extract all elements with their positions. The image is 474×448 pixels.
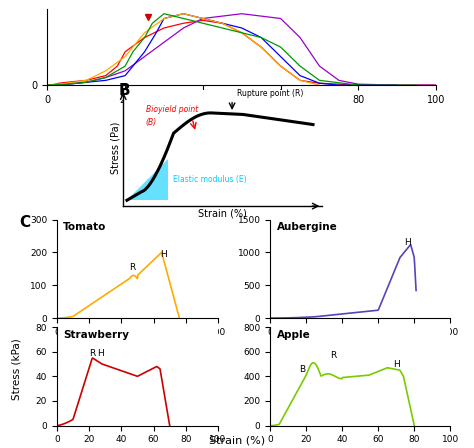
Text: R: R (330, 351, 337, 360)
Text: Apple: Apple (277, 330, 311, 340)
Text: (B): (B) (146, 118, 157, 127)
Text: Tomato: Tomato (64, 223, 107, 233)
Text: Strawberry: Strawberry (64, 330, 129, 340)
X-axis label: Strain (%): Strain (%) (214, 106, 270, 116)
Text: B: B (118, 83, 130, 98)
Text: R: R (89, 349, 95, 358)
Y-axis label: Stress (Pa): Stress (Pa) (110, 122, 120, 174)
Text: Aubergine: Aubergine (277, 223, 338, 233)
X-axis label: Strain (%): Strain (%) (198, 209, 247, 219)
Text: H: H (404, 238, 410, 247)
Text: H: H (160, 250, 167, 259)
Text: R: R (129, 263, 136, 272)
Text: B: B (300, 365, 306, 374)
Text: C: C (19, 215, 30, 230)
Polygon shape (127, 159, 168, 200)
Text: H: H (97, 349, 104, 358)
Text: H: H (393, 360, 400, 369)
Text: Elastic modulus (E): Elastic modulus (E) (173, 175, 247, 185)
Text: Stress (kPa): Stress (kPa) (11, 339, 22, 401)
Text: Strain (%): Strain (%) (209, 436, 265, 446)
Text: Rupture point (R): Rupture point (R) (237, 89, 303, 98)
Text: Bioyield point: Bioyield point (146, 105, 198, 114)
